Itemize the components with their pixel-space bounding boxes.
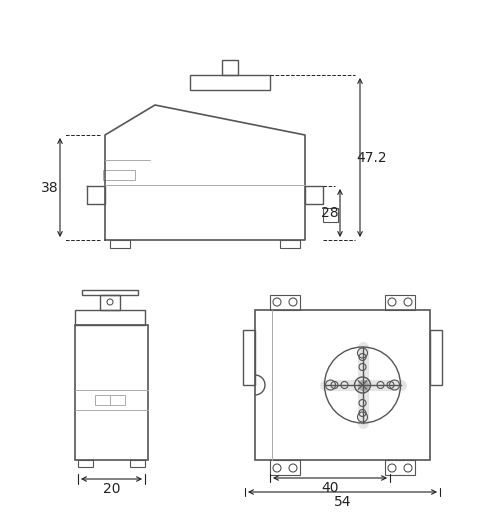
Bar xyxy=(270,460,300,475)
Bar xyxy=(75,325,148,460)
Bar xyxy=(130,460,145,467)
Bar xyxy=(222,60,238,75)
Bar xyxy=(385,460,415,475)
Bar xyxy=(78,460,93,467)
Bar xyxy=(270,295,300,310)
Text: 20: 20 xyxy=(103,482,120,496)
Bar xyxy=(385,295,415,310)
Bar xyxy=(110,240,130,248)
Bar xyxy=(82,290,138,295)
Text: 28: 28 xyxy=(321,206,339,220)
Bar xyxy=(103,170,135,180)
Bar xyxy=(75,310,145,325)
Bar xyxy=(430,330,442,385)
Text: 54: 54 xyxy=(334,495,351,509)
Bar xyxy=(190,75,270,90)
Text: 40: 40 xyxy=(321,481,339,495)
Bar xyxy=(95,395,125,405)
Bar xyxy=(323,208,338,222)
Text: 38: 38 xyxy=(41,180,59,194)
Bar xyxy=(280,240,300,248)
Bar xyxy=(243,330,255,385)
Bar xyxy=(100,295,120,310)
Bar xyxy=(255,310,430,460)
Text: 47.2: 47.2 xyxy=(356,150,388,165)
